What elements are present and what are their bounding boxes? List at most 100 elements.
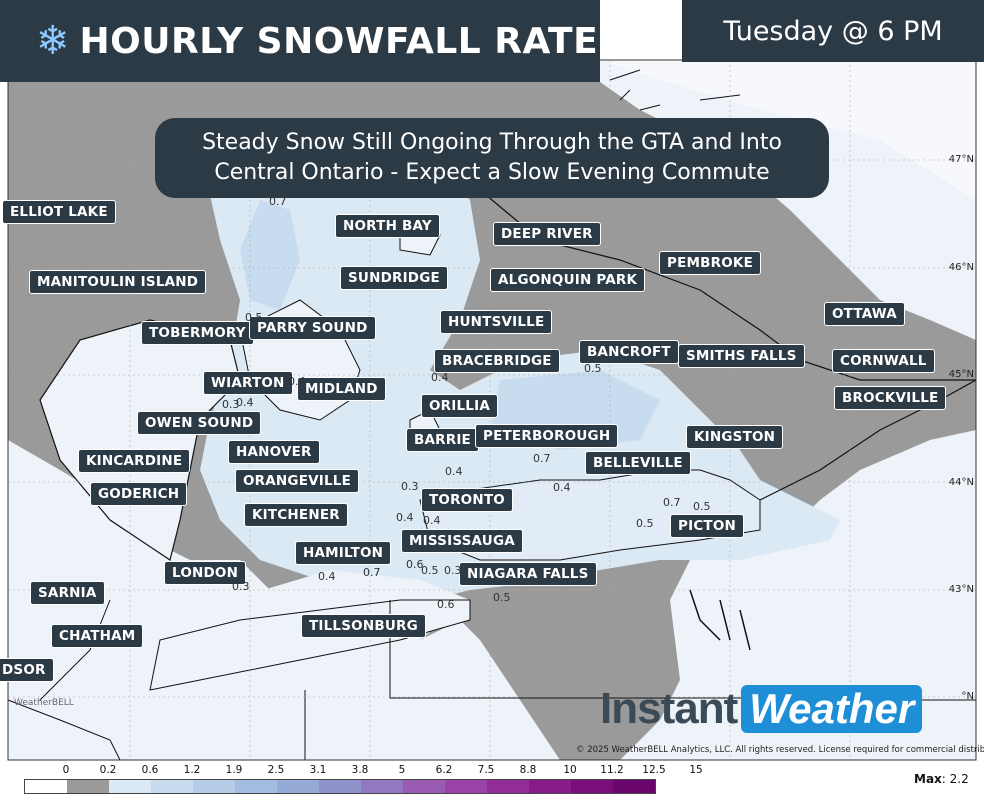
snow-rate-value: 0.6: [406, 558, 424, 571]
city-label: BARRIE: [406, 428, 479, 452]
legend-swatch: [361, 780, 403, 793]
legend-tick-label: 1.2: [183, 764, 201, 776]
snow-rate-value: 0.7: [663, 496, 681, 509]
legend-tick-label: 7.5: [477, 764, 495, 776]
city-label: KINCARDINE: [78, 449, 191, 473]
legend-swatch: [403, 780, 445, 793]
snow-rate-value: 0.7: [533, 452, 551, 465]
snow-rate-value: 0.3: [401, 480, 419, 493]
legend-tick-label: 0.6: [141, 764, 159, 776]
snow-rate-value: 0.4: [445, 465, 463, 478]
city-label: SMITHS FALLS: [678, 344, 805, 368]
legend-swatch: [67, 780, 109, 793]
logo-part-1: Instant: [600, 684, 738, 733]
snow-rate-value: 0.4: [288, 375, 306, 388]
snow-rate-value: 0.4: [396, 511, 414, 524]
city-label: HANOVER: [228, 440, 320, 464]
instant-weather-logo: Instant Weather: [600, 684, 923, 734]
legend-swatch: [193, 780, 235, 793]
legend-tick-label: 12.5: [642, 764, 666, 776]
city-label: BANCROFT: [579, 340, 679, 364]
city-label: MIDLAND: [297, 377, 386, 401]
legend-swatch: [613, 780, 655, 793]
legend-swatch: [235, 780, 277, 793]
latitude-label: 45°N: [948, 369, 974, 380]
city-label: PARRY SOUND: [249, 316, 376, 340]
legend-swatch: [529, 780, 571, 793]
city-label: MISSISSAUGA: [401, 529, 523, 553]
latitude-label: 47°N: [948, 154, 974, 165]
snow-rate-value: 0.4: [236, 396, 254, 409]
city-label: NORTH BAY: [335, 214, 440, 238]
city-label: CHATHAM: [51, 624, 144, 648]
city-label: OTTAWA: [824, 302, 905, 326]
snow-rate-value: 0.7: [269, 195, 287, 208]
city-label: OWEN SOUND: [137, 411, 262, 435]
city-label: TILLSONBURG: [301, 614, 426, 638]
city-label: LONDON: [164, 561, 247, 585]
headline-line-1: Steady Snow Still Ongoing Through the GT…: [202, 130, 782, 155]
legend-tick-label: 3.1: [309, 764, 327, 776]
city-label: DEEP RIVER: [493, 222, 601, 246]
city-label: ORANGEVILLE: [235, 469, 360, 493]
logo-part-2: Weather: [741, 685, 923, 733]
city-label: SARNIA: [30, 581, 105, 605]
legend-tick-label: 11.2: [600, 764, 624, 776]
title-bar: ❄ HOURLY SNOWFALL RATE: [0, 0, 600, 82]
legend-swatch: [151, 780, 193, 793]
snowflake-icon: ❄: [36, 18, 70, 64]
city-label: PICTON: [670, 514, 745, 538]
headline-line-2: Central Ontario - Expect a Slow Evening …: [214, 160, 770, 185]
legend-tick-label: 6.2: [435, 764, 453, 776]
legend-tick-label: 1.9: [225, 764, 243, 776]
latitude-label: 46°N: [948, 262, 974, 273]
legend-swatch: [487, 780, 529, 793]
snow-rate-value: 0.5: [693, 500, 711, 513]
legend-swatch: [571, 780, 613, 793]
legend-swatch: [109, 780, 151, 793]
weatherbell-logo: WeatherBELL: [14, 698, 74, 708]
city-label: BRACEBRIDGE: [434, 349, 560, 373]
city-label: HAMILTON: [295, 541, 392, 565]
legend-swatch: [319, 780, 361, 793]
snow-rate-value: 0.3: [444, 564, 462, 577]
snow-rate-value: 0.4: [431, 371, 449, 384]
snow-rate-value: 0.5: [493, 591, 511, 604]
forecast-time: Tuesday @ 6 PM: [682, 0, 984, 62]
snow-rate-value: 0.3: [222, 398, 240, 411]
legend-tick-label: 3.8: [351, 764, 369, 776]
legend-tick-label: 15: [689, 764, 703, 776]
copyright-notice: © 2025 WeatherBELL Analytics, LLC. All r…: [576, 745, 984, 755]
snow-rate-value: 0.6: [437, 598, 455, 611]
city-label: GODERICH: [90, 482, 188, 506]
city-label: BELLEVILLE: [585, 451, 691, 475]
snow-rate-value: 0.5: [636, 517, 654, 530]
legend-tick-label: 10: [563, 764, 577, 776]
max-number: : 2.2: [941, 772, 969, 786]
city-label: SUNDRIDGE: [340, 266, 448, 290]
city-label: TORONTO: [421, 488, 513, 512]
city-label: KINGSTON: [686, 425, 784, 449]
city-label: WIARTON: [203, 371, 293, 395]
city-label: PEMBROKE: [659, 251, 761, 275]
city-label: DSOR: [0, 658, 54, 682]
legend-tick-label: 8.8: [519, 764, 537, 776]
latitude-label: °N: [961, 691, 974, 702]
legend-swatch: [25, 780, 67, 793]
snow-rate-value: 0.7: [363, 566, 381, 579]
city-label: PETERBOROUGH: [475, 424, 619, 448]
city-label: BROCKVILLE: [834, 386, 947, 410]
legend-swatch: [277, 780, 319, 793]
snow-rate-value: 0.4: [318, 570, 336, 583]
legend-swatch: [445, 780, 487, 793]
latitude-label: 43°N: [948, 584, 974, 595]
legend-tick-label: 0: [62, 764, 70, 776]
color-legend: [24, 779, 656, 794]
snow-rate-value: 0.5: [584, 362, 602, 375]
city-label: ORILLIA: [421, 394, 498, 418]
city-label: HUNTSVILLE: [440, 310, 553, 334]
city-label: NIAGARA FALLS: [459, 562, 597, 586]
snow-rate-value: 0.3: [232, 580, 250, 593]
latitude-label: 44°N: [948, 477, 974, 488]
city-label: ELLIOT LAKE: [2, 200, 116, 224]
